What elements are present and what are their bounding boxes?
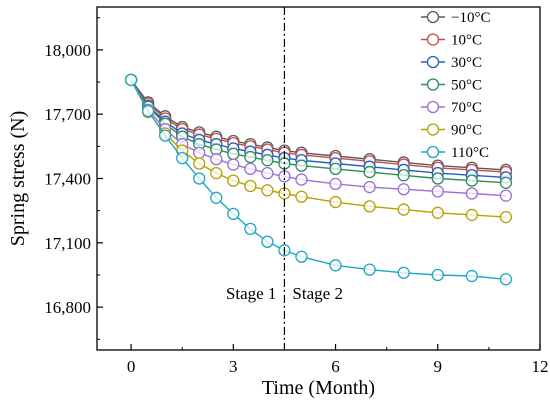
data-point — [431, 268, 444, 282]
data-point — [210, 153, 223, 166]
y-tick-label: 17,100 — [44, 234, 91, 253]
axes: 0 3 6 9 12 16,800 17,100 17,400 17,700 18,000 — [44, 17, 549, 376]
data-point — [193, 146, 206, 159]
data-point — [465, 187, 478, 200]
legend-marker — [426, 33, 440, 46]
data-point — [397, 183, 410, 196]
x-tick-label: 9 — [434, 357, 443, 376]
data-point — [227, 158, 240, 171]
x-tick-label: 12 — [532, 357, 549, 376]
data-point — [227, 174, 240, 187]
data-point — [227, 147, 240, 160]
data-point — [499, 210, 513, 224]
data-point — [210, 166, 223, 180]
y-tick-label: 16,800 — [44, 298, 91, 317]
legend-marker — [426, 100, 440, 114]
data-point — [465, 269, 478, 283]
legend-label: 30°C — [451, 55, 482, 71]
legend-marker — [426, 145, 440, 159]
legend-item: 30°C — [421, 55, 482, 71]
data-point — [159, 129, 172, 142]
data-point — [363, 200, 376, 213]
data-point — [363, 263, 376, 276]
data-point — [295, 159, 308, 172]
data-point — [295, 190, 308, 203]
data-point — [124, 73, 138, 87]
legend-item: 90°C — [421, 123, 482, 139]
data-point — [261, 166, 274, 180]
data-point — [227, 207, 240, 221]
legend-item: 50°C — [421, 78, 482, 94]
data-point — [295, 173, 308, 186]
legend-label: −10°C — [451, 10, 490, 26]
legend-item: −10°C — [421, 10, 490, 26]
legend-label: 10°C — [451, 33, 482, 49]
y-tick-label: 17,400 — [44, 170, 91, 189]
data-point — [465, 208, 478, 222]
legend-item: 110°C — [421, 145, 489, 161]
data-point — [499, 189, 513, 202]
stage2-annotation: Stage 2 — [292, 284, 343, 303]
data-point — [363, 165, 376, 179]
legend-label: 50°C — [451, 78, 482, 94]
data-point — [176, 151, 189, 165]
data-point — [499, 273, 513, 286]
legend-item: 70°C — [421, 100, 482, 116]
series-group — [124, 73, 513, 286]
data-point — [431, 185, 444, 198]
data-point — [193, 172, 206, 185]
data-point — [329, 177, 342, 191]
data-point — [261, 235, 274, 248]
x-tick-label: 0 — [127, 357, 136, 376]
legend-marker — [426, 123, 440, 136]
data-point — [329, 162, 342, 176]
data-point — [261, 154, 274, 167]
data-point — [397, 203, 410, 216]
legend-label: 110°C — [451, 145, 489, 161]
x-tick-label: 3 — [229, 357, 238, 376]
data-point — [244, 150, 257, 164]
data-point — [295, 250, 308, 263]
series-layer — [124, 73, 513, 286]
data-point — [397, 169, 410, 182]
data-point — [329, 195, 342, 209]
data-point — [465, 174, 478, 187]
legend-item: 10°C — [421, 33, 482, 49]
data-point — [261, 184, 274, 197]
legend-marker — [426, 55, 440, 69]
legend-marker — [426, 10, 440, 24]
data-point — [210, 191, 223, 204]
data-point — [329, 259, 342, 272]
data-point — [193, 157, 206, 170]
legend: −10°C 10°C 30°C 50°C 70°C 90°C 110°C — [421, 10, 490, 161]
data-point — [431, 206, 444, 219]
legend-label: 70°C — [451, 100, 482, 116]
x-tick-label: 6 — [331, 357, 340, 376]
data-point — [244, 179, 257, 193]
data-point — [244, 222, 257, 236]
legend-label: 90°C — [451, 123, 482, 139]
data-point — [363, 180, 376, 194]
data-point — [431, 172, 444, 185]
data-point — [499, 176, 513, 189]
data-point — [141, 104, 155, 118]
data-point — [397, 266, 410, 279]
y-tick-label: 18,000 — [44, 41, 91, 60]
x-axis-title: Time (Month) — [262, 377, 375, 399]
legend-marker — [426, 78, 440, 91]
y-tick-label: 17,700 — [44, 105, 91, 124]
y-axis-title: Spring stress (N) — [7, 111, 29, 247]
data-point — [244, 162, 257, 176]
stage1-annotation: Stage 1 — [226, 284, 277, 303]
